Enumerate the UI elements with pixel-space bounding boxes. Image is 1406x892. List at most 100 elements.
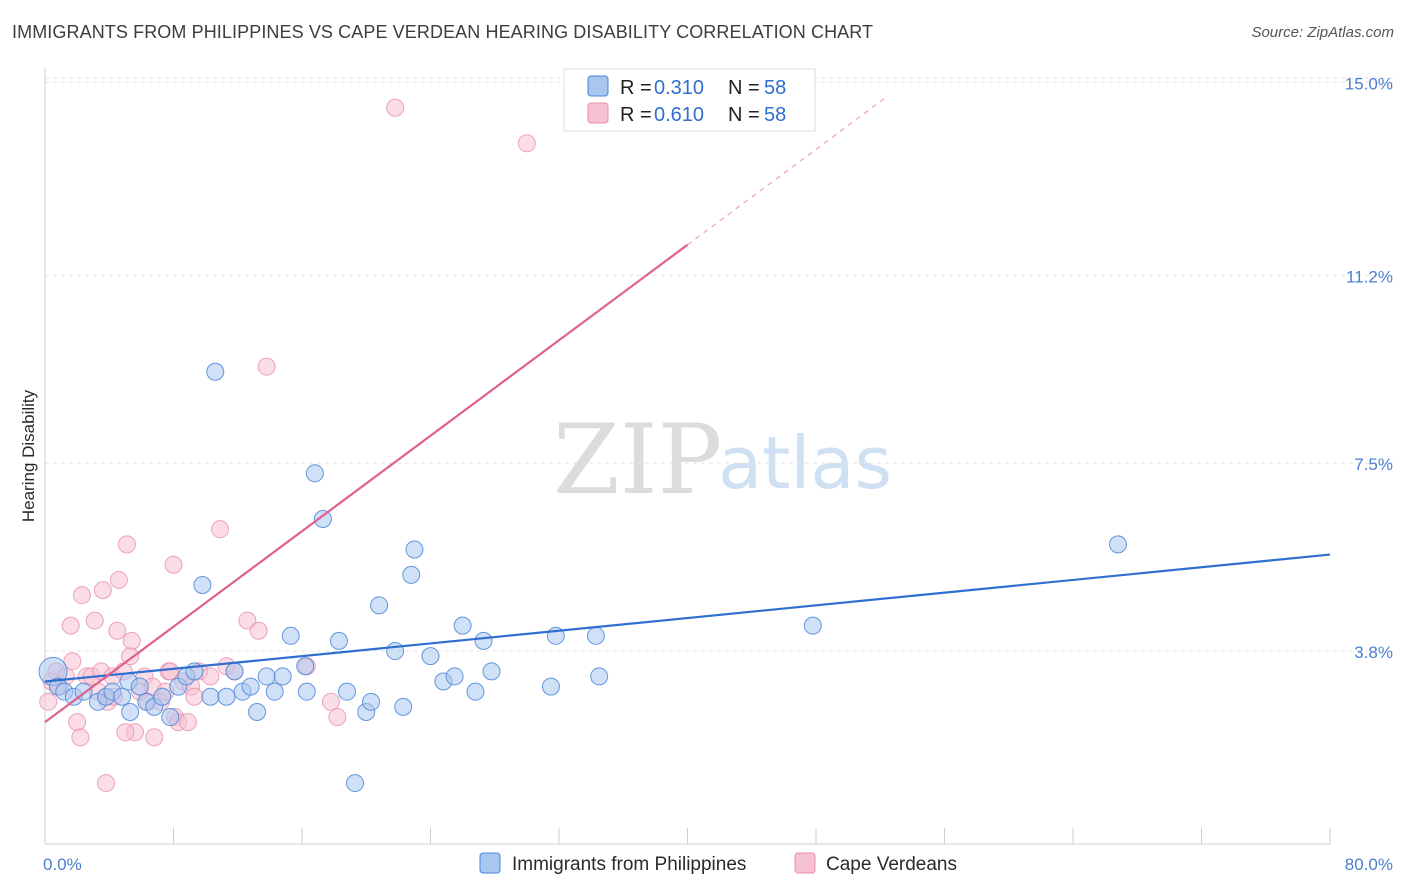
cape-verdeans-point: [61, 616, 80, 635]
philippines-point: [482, 662, 501, 681]
philippines-point: [113, 687, 132, 706]
philippines-point: [241, 677, 260, 696]
cape-verdeans-point: [116, 723, 135, 742]
cape-verdeans-point: [178, 713, 197, 732]
philippines-point: [453, 616, 472, 635]
cape-verdeans-point: [71, 728, 90, 747]
legend-n-label-2: N =: [728, 104, 760, 126]
philippines-point: [296, 657, 315, 676]
philippines-point: [421, 647, 440, 666]
x-tick-label-max: 80.0%: [1345, 855, 1393, 874]
legend-r-value-2: 0.610: [654, 104, 704, 126]
philippines-point: [541, 677, 560, 696]
cape-verdeans-trend-line: [44, 243, 689, 724]
cape-verdeans-point: [97, 774, 116, 793]
philippines-point: [193, 576, 212, 595]
philippines-point: [297, 682, 316, 701]
source-credit: Source: ZipAtlas.com: [1251, 24, 1394, 41]
philippines-point: [337, 682, 356, 701]
philippines-point: [362, 692, 381, 711]
y-tick-label: 11.2%: [1346, 267, 1393, 286]
y-tick-label: 3.8%: [1354, 643, 1393, 662]
cape-verdeans-point: [386, 98, 405, 117]
bottom-legend-swatch-blue: [479, 852, 501, 874]
cape-verdeans-point: [161, 662, 180, 681]
cape-verdeans-point: [201, 667, 220, 686]
grid-lines: [45, 77, 1393, 652]
cape-verdeans-point: [93, 581, 112, 600]
philippines-point: [394, 697, 413, 716]
philippines-point: [586, 626, 605, 645]
cape-verdeans-point: [238, 611, 257, 630]
cape-verdeans-point: [109, 570, 128, 589]
legend-r-label-1: R =: [620, 77, 652, 99]
philippines-point: [121, 702, 140, 721]
watermark-zip: ZIP: [553, 404, 722, 516]
cape-verdeans-trend-extension: [687, 95, 889, 246]
cape-verdeans-point: [117, 535, 136, 554]
philippines-point: [313, 510, 332, 529]
cape-verdeans-point: [185, 687, 204, 706]
philippines-point: [225, 662, 244, 681]
philippines-point: [1108, 535, 1127, 554]
cape-verdeans-point: [68, 713, 87, 732]
cape-verdeans-point: [249, 621, 268, 640]
bottom-legend-swatch-pink: [794, 852, 816, 874]
philippines-point: [153, 687, 172, 706]
philippines-point: [386, 642, 405, 661]
cape-verdeans-point: [321, 692, 340, 711]
cape-verdeans-point: [39, 692, 58, 711]
philippines-point: [201, 687, 220, 706]
philippines-point: [405, 540, 424, 559]
philippines-point: [445, 667, 464, 686]
cape-verdeans-point: [108, 621, 127, 640]
philippines-point: [305, 464, 324, 483]
cape-verdeans-point: [257, 357, 276, 376]
philippines-trend-line: [44, 553, 1331, 683]
chart-title: IMMIGRANTS FROM PHILIPPINES VS CAPE VERD…: [12, 22, 874, 42]
series-legend: Immigrants from Philippines Cape Verdean…: [479, 852, 957, 875]
philippines-point: [257, 667, 276, 686]
cape-verdeans-point: [145, 728, 164, 747]
cape-verdeans-point: [85, 611, 104, 630]
philippines-point: [217, 687, 236, 706]
cape-verdeans-point: [63, 652, 82, 671]
philippines-point: [206, 362, 225, 381]
legend-r-label-2: R =: [620, 104, 652, 126]
legend-swatch-pink: [587, 102, 609, 124]
cape-verdeans-point: [122, 631, 141, 650]
philippines-point: [273, 667, 292, 686]
cape-verdeans-point: [164, 555, 183, 574]
philippines-point: [590, 667, 609, 686]
philippines-points: [38, 362, 1127, 793]
philippines-point: [265, 682, 284, 701]
trend-lines: [44, 95, 1331, 724]
y-tick-label: 7.5%: [1354, 455, 1393, 474]
bottom-legend-label-philippines: Immigrants from Philippines: [512, 854, 746, 875]
philippines-point: [248, 702, 267, 721]
legend-n-value-2: 58: [764, 104, 786, 126]
cape-verdeans-point: [211, 520, 230, 539]
correlation-legend: R = 0.310 N = 58 R = 0.610 N = 58: [563, 68, 816, 132]
cape-verdeans-point: [328, 708, 347, 727]
philippines-point: [466, 682, 485, 701]
philippines-point: [281, 626, 300, 645]
philippines-point: [402, 565, 421, 584]
legend-r-value-1: 0.310: [654, 77, 704, 99]
philippines-point: [803, 616, 822, 635]
y-tick-labels: 3.8% 7.5% 11.2% 15.0%: [1345, 74, 1393, 662]
y-axis-label: Hearing Disability: [19, 389, 38, 522]
y-tick-label: 15.0%: [1345, 74, 1393, 93]
philippines-point: [474, 631, 493, 650]
philippines-point: [346, 774, 365, 793]
philippines-point: [161, 708, 180, 727]
philippines-point: [370, 596, 389, 615]
philippines-point: [329, 631, 348, 650]
cape-verdeans-point: [517, 134, 536, 153]
legend-n-label-1: N =: [728, 77, 760, 99]
philippines-point: [130, 677, 149, 696]
legend-n-value-1: 58: [764, 77, 786, 99]
cape-verdeans-point: [72, 586, 91, 605]
x-tick-label-min: 0.0%: [43, 855, 82, 874]
